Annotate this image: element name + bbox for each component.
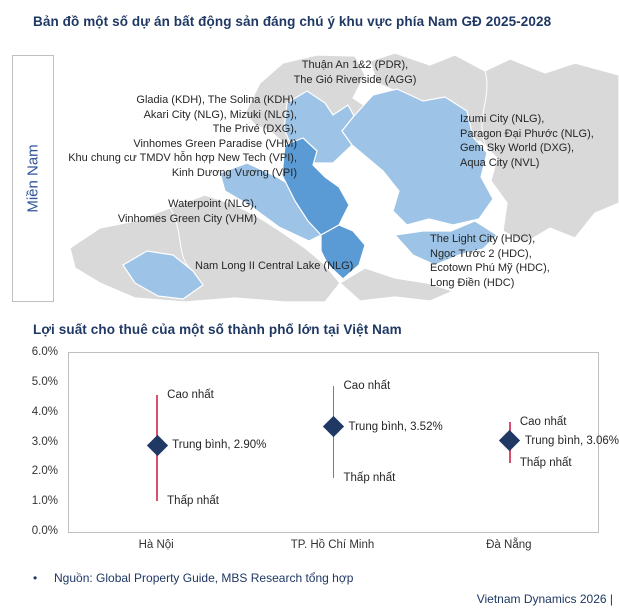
source-text: Nguồn: Global Property Guide, MBS Resear…	[54, 571, 354, 585]
region-tab-label: Miền Nam	[24, 144, 42, 213]
x-tick-label: Hà Nội	[138, 539, 174, 551]
average-marker	[146, 434, 168, 457]
bullet-icon: •	[33, 571, 38, 585]
y-tick-label: 3.0%	[31, 435, 58, 448]
map-graphic	[69, 53, 619, 303]
point-label-low: Thấp nhất	[519, 457, 572, 470]
point-label-avg: Trung bình, 3.06%	[524, 434, 619, 447]
map-province-vung-tau	[394, 220, 498, 266]
x-tick-label: Đà Nẵng	[486, 539, 532, 551]
chart-x-axis: Hà Nội TP. Hồ Chí Minh Đà Nẵng	[68, 539, 597, 557]
map-province-hcmc-south	[320, 224, 366, 280]
map-label-thuan-an: Thuận An 1&2 (PDR), The Gió Riverside (A…	[293, 59, 417, 86]
x-tick-label: TP. Hồ Chí Minh	[290, 539, 375, 551]
map-province-dong-nai	[341, 88, 494, 226]
map-inner-border	[169, 207, 194, 272]
point-label-low: Thấp nhất	[167, 494, 219, 507]
chart-section-title: Lợi suất cho thuê của một số thành phố l…	[33, 322, 402, 337]
source-note: • Nguồn: Global Property Guide, MBS Resea…	[33, 571, 353, 585]
map-label-waterpoint: Waterpoint (NLG), Vinhomes Green City (V…	[117, 198, 257, 225]
average-marker	[322, 416, 345, 438]
point-label-avg: Trung bình, 2.90%	[172, 439, 267, 452]
y-tick-label: 2.0%	[31, 465, 58, 478]
point-label-high: Cao nhất	[519, 415, 567, 428]
map-inner-border	[481, 70, 488, 149]
map-province-gray-south	[339, 267, 454, 302]
average-marker	[499, 430, 521, 452]
map-label-nam-long: Nam Long II Central Lake (NLG)	[195, 260, 354, 272]
region-tab-mien-nam: Miền Nam	[12, 55, 54, 302]
point-label-low: Thấp nhất	[343, 472, 396, 485]
brand-note: Vietnam Dynamics 2026 |	[476, 592, 613, 606]
y-tick-label: 0.0%	[31, 525, 58, 537]
map-section-title: Bản đồ một số dự án bất động sản đáng ch…	[33, 14, 552, 29]
y-tick-label: 6.0%	[31, 346, 58, 358]
point-label-avg: Trung bình, 3.52%	[348, 420, 443, 433]
y-tick-label: 1.0%	[31, 495, 58, 508]
map-province-hcmc	[281, 137, 350, 236]
map-label-lightcity: The Light City (HDC), Ngọc Tước 2 (HDC),…	[430, 233, 550, 289]
map-province-nam-long-area	[122, 250, 204, 300]
south-vietnam-map: Thuận An 1&2 (PDR), The Gió Riverside (A…	[55, 53, 619, 305]
chart-y-axis: 0.0% 1.0% 2.0% 3.0% 4.0% 5.0% 6.0%	[0, 346, 62, 537]
point-label-high: Cao nhất	[343, 379, 391, 392]
y-tick-label: 4.0%	[31, 405, 58, 418]
chart-plot: Cao nhất Trung bình, 2.90% Thấp nhất Cao nh…	[68, 352, 619, 533]
map-label-east-block: Izumi City (NLG), Paragon Đại Phước (NLG…	[460, 113, 594, 169]
y-tick-label: 5.0%	[31, 375, 58, 388]
point-label-high: Cao nhất	[167, 388, 214, 401]
map-label-west-block: Gladia (KDH), The Solina (KDH), Akari Ci…	[68, 94, 297, 179]
